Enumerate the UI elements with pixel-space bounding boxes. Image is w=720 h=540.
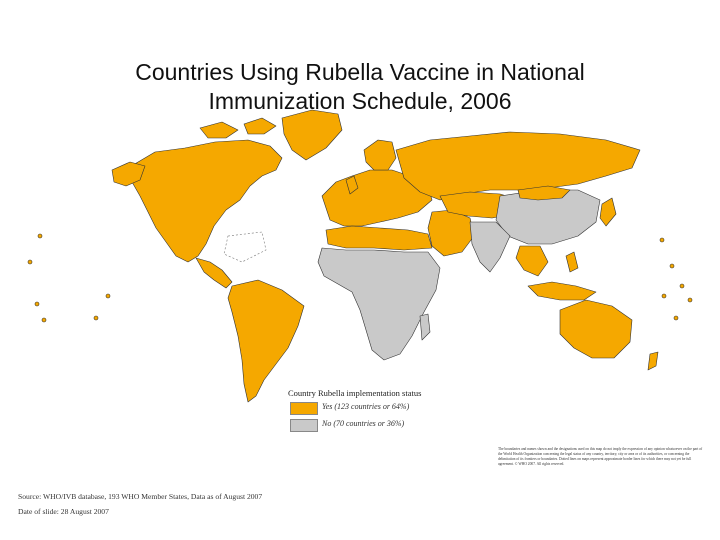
region-scandinavia — [363, 139, 397, 171]
source-note: Source: WHO/IVB database, 193 WHO Member… — [18, 492, 263, 501]
region-central-america — [195, 257, 233, 289]
region-philippines — [565, 251, 579, 273]
map-title: Countries Using Rubella Vaccine in Natio… — [60, 58, 660, 116]
region-mongolia — [517, 185, 571, 201]
region-alaska — [111, 161, 146, 187]
region-new-zealand — [647, 351, 659, 371]
legend-title: Country Rubella implementation status — [288, 388, 422, 398]
region-madagascar — [419, 313, 431, 341]
pacific-islands — [27, 233, 693, 323]
region-southeast-asia — [515, 245, 549, 277]
region-north-africa — [325, 225, 433, 251]
region-greenland — [281, 109, 343, 161]
legend-swatch-yes — [290, 402, 318, 415]
region-north-america — [131, 139, 283, 263]
region-uk — [345, 175, 359, 195]
region-south-asia — [469, 221, 511, 273]
disclaimer-text: The boundaries and names shown and the d… — [498, 447, 703, 466]
legend-label-yes: Yes (123 countries or 64%) — [322, 402, 410, 411]
region-africa — [317, 247, 441, 361]
region-arctic-islands — [199, 121, 239, 139]
map-title-line-2: Immunization Schedule, 2006 — [208, 88, 512, 114]
map-title-line-1: Countries Using Rubella Vaccine in Natio… — [135, 59, 585, 85]
region-japan — [599, 197, 617, 227]
region-caribbean — [223, 231, 267, 263]
region-australia — [559, 299, 633, 359]
region-russia — [395, 131, 641, 201]
legend-swatch-no — [290, 419, 318, 432]
region-indonesia — [527, 281, 597, 301]
legend-label-no: No (70 countries or 36%) — [322, 419, 405, 428]
region-middle-east — [427, 209, 475, 257]
region-arctic-islands-2 — [243, 117, 277, 135]
slide-date: Date of slide: 28 August 2007 — [18, 507, 109, 516]
region-south-america — [227, 279, 305, 403]
